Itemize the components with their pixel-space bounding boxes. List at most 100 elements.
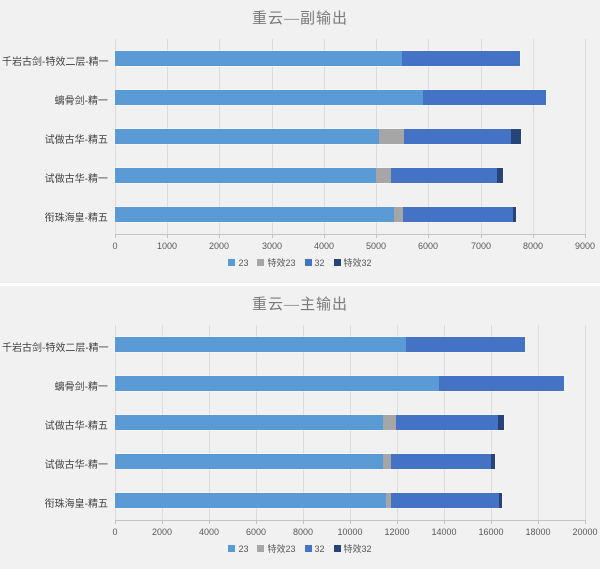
bar-segment-特效23: [382, 454, 391, 469]
legend-label: 32: [314, 543, 325, 554]
axis-tick: [167, 234, 168, 238]
bar-segment-23: [115, 415, 383, 430]
legend-item: 23: [228, 544, 248, 554]
bar-row: [115, 207, 517, 222]
x-axis-line: [115, 234, 586, 235]
category-label: 千岩古剑-特效二层-精一: [2, 342, 109, 354]
x-axis-line: [115, 520, 586, 521]
plot-area: 0 2000 4000 6000 8000 10000 12000 14000 16000 180…: [2, 325, 598, 537]
x-tick-label: 9000: [574, 241, 596, 251]
category-label: 千岩古剑-特效二层-精一: [2, 56, 109, 68]
x-tick-label: 2000: [151, 527, 173, 537]
axis-tick: [209, 520, 210, 524]
x-tick-label: 14000: [431, 527, 457, 537]
bar-segment-特效32: [510, 129, 522, 144]
bar-segment-32: [396, 415, 499, 430]
legend-label: 23: [238, 543, 249, 554]
x-tick-label: 4000: [313, 241, 335, 251]
axis-tick: [491, 520, 492, 524]
bar-segment-23: [115, 90, 424, 105]
bar-segment-特效32: [498, 415, 504, 430]
bar-segment-特效23: [386, 493, 392, 508]
legend: 23 特效23 32 特效32: [0, 256, 600, 269]
legend-marker: [333, 259, 341, 266]
bar-segment-特效32: [512, 207, 517, 222]
category-label: 试做古华-精五: [44, 134, 108, 146]
axis-tick: [585, 234, 586, 238]
bar-segment-32: [391, 493, 500, 508]
legend: 23 特效23 32 特效32: [0, 542, 600, 555]
axis-tick: [324, 234, 325, 238]
category-label: 试做古华-精五: [44, 420, 108, 432]
x-tick-label: 5000: [365, 241, 387, 251]
x-tick-label: 8000: [522, 241, 544, 251]
category-label: 试做古华-精一: [44, 459, 108, 471]
bar-row: [115, 90, 546, 105]
x-tick-label: 20000: [572, 527, 598, 537]
bar-segment-23: [115, 129, 379, 144]
x-tick-label: 2000: [208, 241, 230, 251]
axis-tick: [350, 520, 351, 524]
axis-tick: [162, 520, 163, 524]
axis-tick: [115, 520, 116, 524]
bar-row: [115, 493, 502, 508]
bar-row: [115, 168, 503, 183]
axis-tick: [115, 234, 116, 238]
plot-area: 0 1000 2000 3000 4000 5000 6000 7000 8000 9000 千岩古…: [2, 39, 595, 251]
x-tick-label: 6000: [245, 527, 267, 537]
legend-item: 特效23: [257, 542, 296, 555]
bar-segment-23: [115, 51, 403, 66]
bar-row: [115, 454, 495, 469]
legend-label: 特效32: [343, 544, 372, 554]
axis-tick: [219, 234, 220, 238]
x-tick-label: 1000: [156, 241, 178, 251]
bar-segment-23: [115, 168, 377, 183]
bar-segment-32: [402, 207, 513, 222]
category-label: 衔珠海皇-精五: [44, 212, 108, 224]
bar-segment-23: [115, 376, 440, 391]
legend-marker: [333, 545, 341, 552]
chart-panel-main-output: 重云—主输出 0 2000 4000 6000 8000 10000 12000 14000 1…: [0, 286, 600, 569]
legend-item: 32: [304, 258, 325, 268]
legend-marker: [257, 545, 265, 552]
bar-row: [115, 337, 526, 352]
legend-marker: [304, 545, 312, 552]
gridline: [538, 325, 539, 520]
gridline: [585, 325, 586, 520]
bar-segment-23: [115, 493, 387, 508]
bar-segment-32: [402, 51, 520, 66]
legend-item: 特效32: [333, 256, 372, 269]
x-tick-label: 3000: [261, 241, 283, 251]
bar-segment-特效23: [378, 129, 404, 144]
chart-title: 重云—主输出: [251, 297, 348, 313]
axis-tick: [428, 234, 429, 238]
axis-tick: [481, 234, 482, 238]
axis-tick: [272, 234, 273, 238]
axis-tick: [444, 520, 445, 524]
chart-panel-sub-output: 重云—副输出 0 1000 2000 3000 4000 5000 6000 7000 8000…: [0, 0, 600, 283]
category-label: 衔珠海皇-精五: [44, 498, 108, 510]
bar-segment-特效23: [394, 207, 403, 222]
axis-tick: [303, 520, 304, 524]
axis-tick: [376, 234, 377, 238]
bar-row: [115, 415, 504, 430]
legend-label: 特效23: [267, 258, 296, 268]
legend-label: 23: [238, 257, 249, 268]
legend-item: 特效32: [333, 542, 372, 555]
x-tick-label: 4000: [198, 527, 220, 537]
bar-segment-23: [115, 454, 383, 469]
axis-tick: [256, 520, 257, 524]
bar-segment-32: [406, 337, 526, 352]
bar-segment-特效32: [496, 168, 503, 183]
legend-label: 特效32: [343, 258, 372, 268]
gridline: [533, 39, 534, 234]
bar-row: [115, 129, 522, 144]
legend-marker: [228, 259, 236, 266]
x-tick-label: 10000: [337, 527, 363, 537]
bar-segment-32: [423, 90, 546, 105]
legend-marker: [228, 545, 236, 552]
legend-item: 特效23: [257, 256, 296, 269]
bar-row: [115, 51, 520, 66]
legend-label: 特效23: [267, 544, 296, 554]
